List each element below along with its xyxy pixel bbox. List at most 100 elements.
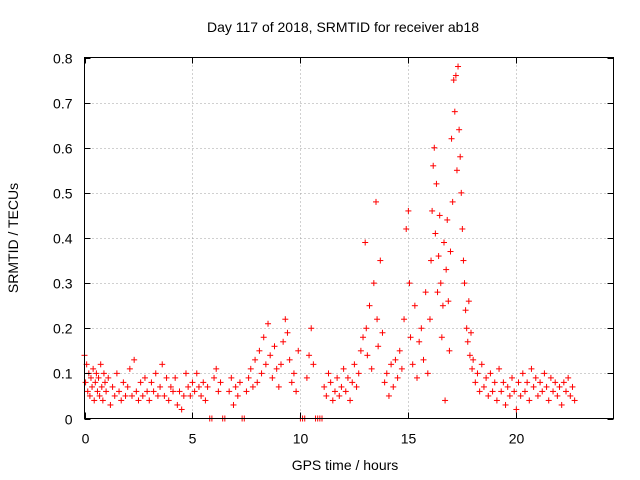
data-point — [513, 406, 520, 413]
data-point — [282, 316, 289, 323]
data-point — [444, 216, 451, 223]
data-point — [120, 379, 127, 386]
data-point — [476, 388, 483, 395]
data-point — [550, 388, 557, 395]
data-point — [441, 239, 448, 246]
data-point — [480, 383, 487, 390]
data-point — [435, 253, 442, 260]
data-point — [406, 280, 413, 287]
data-point — [102, 379, 109, 386]
data-point — [178, 406, 185, 413]
data-point — [446, 347, 453, 354]
data-point — [562, 388, 569, 395]
data-point — [105, 374, 112, 381]
data-point — [450, 77, 457, 84]
data-point — [308, 325, 315, 332]
data-point — [202, 397, 209, 404]
data-point — [167, 383, 174, 390]
data-point — [487, 370, 494, 377]
data-point — [498, 388, 505, 395]
data-point — [571, 397, 578, 404]
data-point — [552, 379, 559, 386]
data-point — [234, 392, 241, 399]
data-point — [489, 388, 496, 395]
data-point — [474, 370, 481, 377]
data-point — [466, 352, 473, 359]
data-point — [95, 374, 102, 381]
data-point — [271, 343, 278, 350]
data-point — [420, 356, 427, 363]
data-point — [541, 370, 548, 377]
data-point — [99, 397, 106, 404]
data-point — [528, 365, 535, 372]
data-point — [407, 334, 414, 341]
data-point — [131, 356, 138, 363]
data-point — [174, 401, 181, 408]
data-point — [82, 379, 89, 386]
data-point — [139, 392, 146, 399]
data-point — [511, 388, 518, 395]
data-point — [461, 280, 468, 287]
y-axis-label: SRMTID / TECUs — [5, 183, 21, 293]
data-point — [496, 365, 503, 372]
x-tick-label: 10 — [293, 431, 309, 447]
data-point — [98, 383, 105, 390]
x-tick-label: 15 — [401, 431, 417, 447]
y-tick-label: 0.4 — [53, 231, 73, 247]
data-point — [519, 370, 526, 377]
data-point — [90, 365, 97, 372]
data-point — [539, 388, 546, 395]
data-point — [89, 383, 96, 390]
data-point — [455, 63, 462, 70]
data-point — [86, 392, 93, 399]
data-point — [329, 397, 336, 404]
data-point — [504, 383, 511, 390]
data-point — [377, 257, 384, 264]
data-point — [191, 388, 198, 395]
data-point — [464, 338, 471, 345]
data-point — [429, 207, 436, 214]
data-point — [172, 374, 179, 381]
data-point — [439, 302, 446, 309]
data-point — [451, 108, 458, 115]
data-point — [459, 225, 466, 232]
x-axis-label: GPS time / hours — [292, 457, 399, 473]
y-tick-label: 0.1 — [53, 366, 73, 382]
data-point — [453, 167, 460, 174]
data-point — [275, 383, 282, 390]
data-point — [124, 383, 131, 390]
data-point — [93, 370, 100, 377]
data-point — [515, 379, 522, 386]
data-point — [97, 361, 104, 368]
data-point — [430, 162, 437, 169]
data-point — [249, 383, 256, 390]
data-point — [443, 266, 450, 273]
data-point — [458, 189, 465, 196]
data-point — [252, 356, 259, 363]
data-point — [213, 365, 220, 372]
data-point — [521, 388, 528, 395]
data-point — [500, 379, 507, 386]
data-point — [150, 388, 157, 395]
data-point — [84, 388, 91, 395]
data-point — [254, 379, 261, 386]
data-point — [293, 388, 300, 395]
y-tick-label: 0.8 — [53, 51, 73, 67]
data-point — [478, 361, 485, 368]
x-tick-label: 20 — [509, 431, 525, 447]
data-point — [460, 257, 467, 264]
data-point — [434, 289, 441, 296]
data-point — [472, 379, 479, 386]
data-point — [280, 338, 287, 345]
data-point — [428, 257, 435, 264]
data-point — [260, 334, 267, 341]
data-point — [325, 370, 332, 377]
data-point — [363, 325, 370, 332]
data-point — [543, 383, 550, 390]
data-point — [509, 374, 516, 381]
data-point — [569, 383, 576, 390]
data-point — [524, 379, 531, 386]
data-point — [277, 361, 284, 368]
data-point — [448, 135, 455, 142]
data-point — [195, 383, 202, 390]
